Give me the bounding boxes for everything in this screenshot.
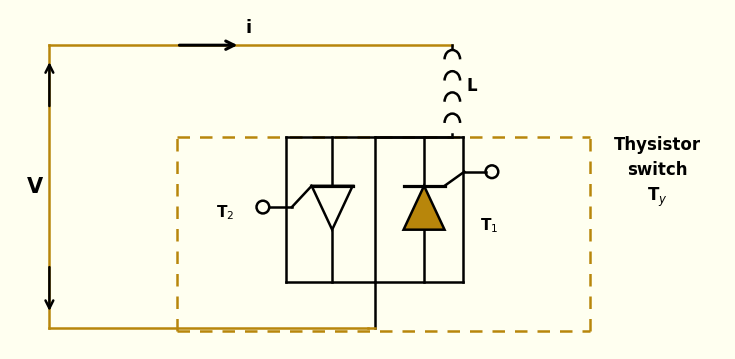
Text: T$_2$: T$_2$	[216, 204, 234, 222]
Text: T$_1$: T$_1$	[480, 216, 498, 235]
Text: Thysistor
switch
T$_y$: Thysistor switch T$_y$	[614, 136, 701, 209]
Text: i: i	[246, 19, 252, 37]
Polygon shape	[404, 186, 445, 230]
Text: V: V	[26, 177, 43, 197]
Text: L: L	[467, 77, 477, 95]
